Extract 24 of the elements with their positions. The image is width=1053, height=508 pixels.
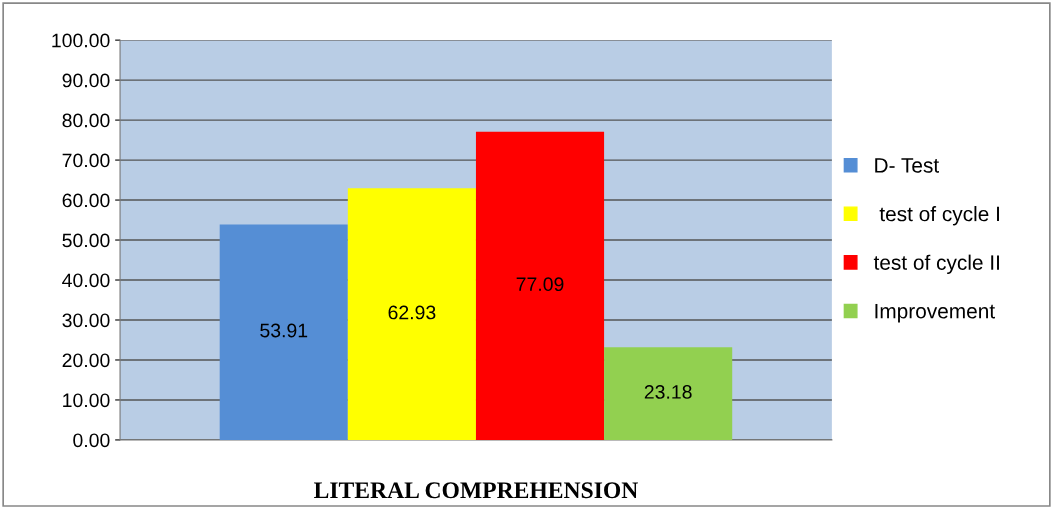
y-tick-label: 30.00 xyxy=(62,313,110,328)
data-label: 62.93 xyxy=(388,305,436,320)
bar xyxy=(475,131,605,440)
data-label: 53.91 xyxy=(260,323,308,338)
legend-label: D- Test xyxy=(875,158,939,173)
data-label: 23.18 xyxy=(644,385,692,399)
data-label: 77.09 xyxy=(516,277,564,292)
x-tick-label: LITERAL COMPREHENSION xyxy=(314,482,638,499)
bar xyxy=(219,224,348,440)
y-tick-label: 50.00 xyxy=(62,233,110,248)
y-tick-label: 90.00 xyxy=(62,73,110,88)
y-tick-label: 20.00 xyxy=(62,353,110,368)
y-tick-label: 70.00 xyxy=(62,153,110,168)
legend-label: test of cycle I xyxy=(879,206,999,226)
y-tick-label: 60.00 xyxy=(62,193,110,208)
legend-label: Improvement xyxy=(875,303,995,323)
legend-label: test of cycle II xyxy=(873,254,999,275)
y-tick-label: 40.00 xyxy=(62,273,110,288)
bar xyxy=(604,347,733,440)
y-tick-label: 80.00 xyxy=(62,113,110,128)
y-tick-label: 0.00 xyxy=(73,433,110,448)
y-tick-label: 100.00 xyxy=(52,33,110,48)
bar xyxy=(347,188,476,440)
y-tick-label: 10.00 xyxy=(63,393,110,408)
